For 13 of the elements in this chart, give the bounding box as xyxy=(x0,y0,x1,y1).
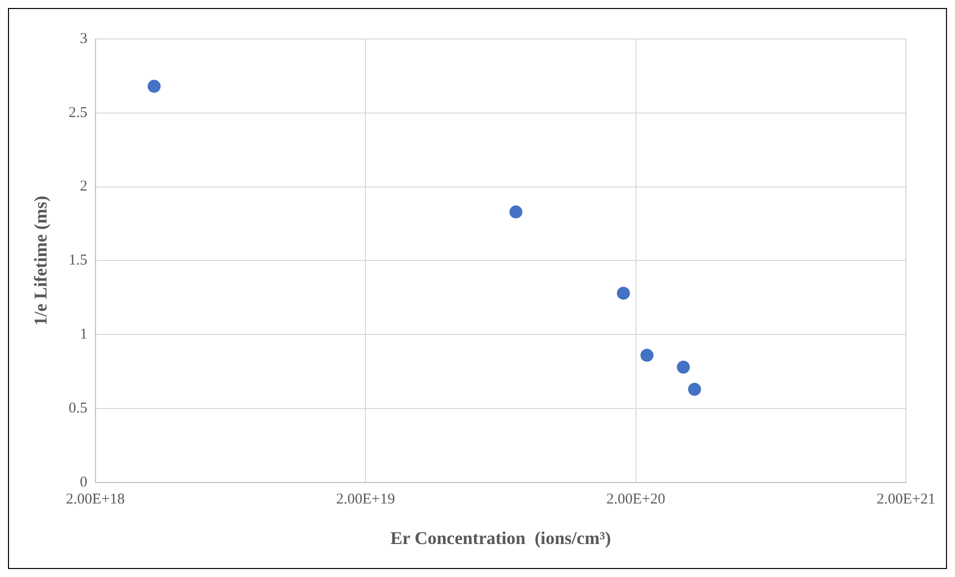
y-tick-label: 2.5 xyxy=(68,104,88,121)
x-axis-title: Er Concentration (ions/cm³) xyxy=(390,528,611,548)
y-tick-label: 2 xyxy=(80,178,88,195)
x-tick-label: 2.00E+19 xyxy=(336,491,396,508)
y-tick-label: 0.5 xyxy=(68,400,88,416)
x-tick-label: 2.00E+18 xyxy=(66,491,125,508)
x-tick-label: 2.00E+20 xyxy=(606,491,666,508)
y-tick-label: 1 xyxy=(80,326,88,343)
y-tick-label: 0 xyxy=(80,474,88,490)
y-axis-title: 1/e Lifetime (ms) xyxy=(30,196,50,326)
x-tick-label: 2.00E+21 xyxy=(876,491,936,508)
y-tick-label: 1.5 xyxy=(68,252,88,269)
y-tick-label: 3 xyxy=(80,30,88,47)
